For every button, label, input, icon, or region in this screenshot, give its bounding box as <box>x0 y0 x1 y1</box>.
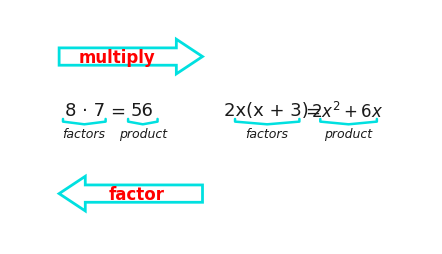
Text: $2x^2 + 6x$: $2x^2 + 6x$ <box>311 101 384 121</box>
Text: 2x(x + 3): 2x(x + 3) <box>224 102 309 120</box>
Text: product: product <box>324 127 372 140</box>
Text: factors: factors <box>62 127 106 140</box>
Polygon shape <box>59 177 202 211</box>
Text: product: product <box>119 127 167 140</box>
Text: 8 · 7: 8 · 7 <box>65 102 105 120</box>
Text: multiply: multiply <box>79 48 156 66</box>
Text: factor: factor <box>109 185 164 203</box>
Text: factors: factors <box>245 127 288 140</box>
Text: =: = <box>305 102 320 120</box>
Text: 56: 56 <box>131 102 153 120</box>
Text: =: = <box>110 102 125 120</box>
Polygon shape <box>59 40 202 75</box>
